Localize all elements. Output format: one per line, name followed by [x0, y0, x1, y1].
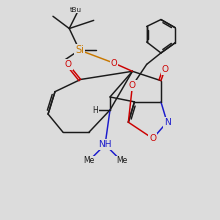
Text: O: O: [161, 65, 169, 74]
Text: Me: Me: [83, 156, 94, 165]
Text: O: O: [65, 60, 72, 69]
Text: O: O: [149, 134, 156, 143]
Text: Me: Me: [116, 156, 127, 165]
Text: tBu: tBu: [69, 7, 81, 13]
Text: NH: NH: [98, 140, 112, 149]
Text: O: O: [111, 59, 117, 68]
Text: H: H: [92, 106, 98, 114]
Text: Si: Si: [75, 45, 84, 55]
Text: N: N: [164, 118, 170, 127]
Text: O: O: [129, 81, 136, 90]
